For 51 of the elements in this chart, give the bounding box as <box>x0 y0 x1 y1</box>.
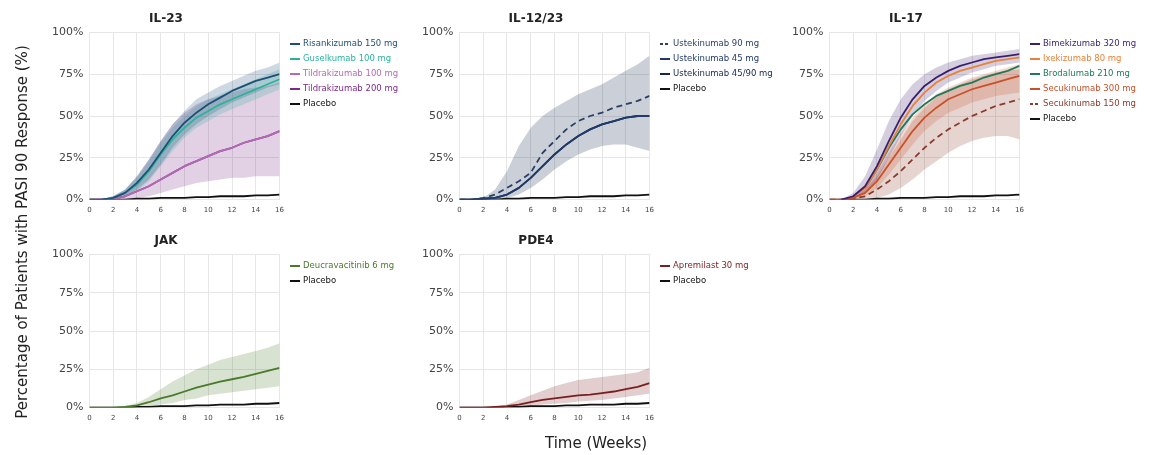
y-tick-label: 75% <box>58 285 84 299</box>
y-tick-label: 0% <box>805 192 824 206</box>
x-axis-title: Time (Weeks) <box>543 434 649 452</box>
y-tick-label: 25% <box>428 362 454 376</box>
chart-title: PDE4 <box>518 233 554 248</box>
y-tick-label: 100% <box>791 25 824 39</box>
legend-label: Ustekinumab 45 mg <box>673 53 760 64</box>
legend-label: Placebo <box>303 275 337 286</box>
y-tick-label: 50% <box>58 108 84 122</box>
legend-label: Brodalumab 210 mg <box>1043 68 1130 79</box>
legend-label: Secukinumab 150 mg <box>1043 98 1136 109</box>
legend-label: Deucravacitinib 6 mg <box>303 260 395 271</box>
legend-label: Tildrakizumab 100 mg <box>303 68 399 79</box>
y-tick-label: 100% <box>51 247 84 261</box>
chart-title: IL-12/23 <box>508 11 564 26</box>
y-axis-title: Percentage of Patients with PASI 90 Response (%) <box>13 44 31 419</box>
y-tick-label: 25% <box>798 150 824 164</box>
legend-label: Ustekinumab 45/90 mg <box>673 68 773 79</box>
y-tick-label: 50% <box>798 108 824 122</box>
y-tick-label: 0% <box>65 192 84 206</box>
legend-label: Guselkumab 100 mg <box>303 53 392 64</box>
y-tick-label: 50% <box>58 323 84 337</box>
chart-title: IL-23 <box>149 11 183 26</box>
y-tick-label: 100% <box>421 25 454 39</box>
legend-label: Placebo <box>303 98 337 109</box>
legend-label: Ixekizumab 80 mg <box>1043 53 1122 64</box>
y-tick-label: 0% <box>65 400 84 414</box>
y-tick-label: 100% <box>51 25 84 39</box>
y-tick-label: 50% <box>428 108 454 122</box>
y-tick-label: 75% <box>428 67 454 81</box>
y-tick-label: 50% <box>428 323 454 337</box>
legend-label: Secukinumab 300 mg <box>1043 83 1136 94</box>
y-tick-label: 100% <box>421 247 454 261</box>
y-tick-label: 0% <box>435 192 454 206</box>
y-tick-label: 25% <box>428 150 454 164</box>
y-tick-label: 75% <box>798 67 824 81</box>
y-tick-label: 75% <box>428 285 454 299</box>
chart-title: IL-17 <box>889 11 923 26</box>
legend-label: Placebo <box>673 275 707 286</box>
y-tick-label: 25% <box>58 362 84 376</box>
y-tick-label: 75% <box>58 67 84 81</box>
y-tick-label: 0% <box>435 400 454 414</box>
legend-label: Risankizumab 150 mg <box>303 38 398 49</box>
legend-label: Ustekinumab 90 mg <box>673 38 760 49</box>
legend-label: Apremilast 30 mg <box>673 260 749 271</box>
y-tick-label: 25% <box>58 150 84 164</box>
legend-label: Tildrakizumab 200 mg <box>303 83 399 94</box>
legend-label: Bimekizumab 320 mg <box>1043 38 1137 49</box>
legend-label: Placebo <box>673 83 707 94</box>
legend-label: Placebo <box>1043 113 1077 124</box>
chart-title: JAK <box>153 233 179 248</box>
